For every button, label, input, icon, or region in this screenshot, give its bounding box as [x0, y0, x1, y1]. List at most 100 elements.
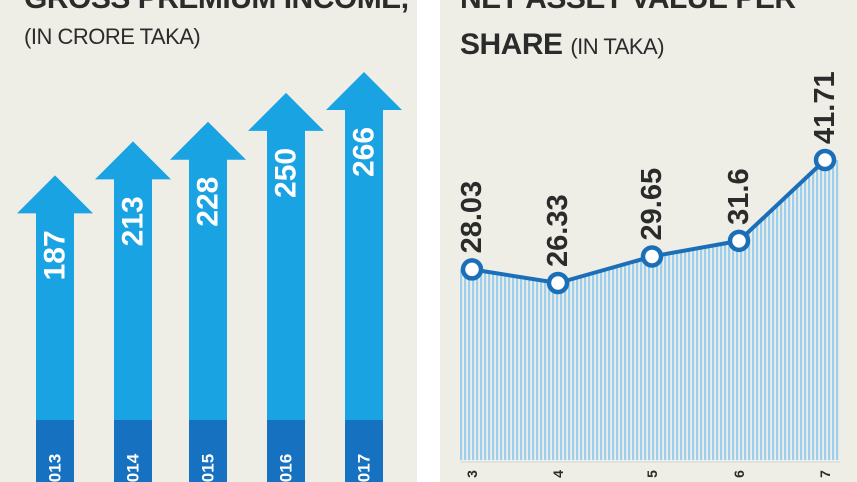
area-stripe: [664, 160, 667, 460]
area-stripe: [716, 160, 719, 460]
area-stripe: [724, 160, 727, 460]
data-label: 28.03: [456, 181, 488, 254]
area-stripe: [688, 160, 691, 460]
year-block: [345, 415, 383, 482]
area-stripe: [512, 160, 515, 460]
area-stripe: [544, 160, 547, 460]
data-label: 31.6: [723, 168, 755, 224]
area-stripe: [828, 160, 831, 460]
year-label: 017: [355, 454, 374, 482]
area-stripe: [588, 160, 591, 460]
area-stripe: [472, 160, 475, 460]
area-stripe: [720, 160, 723, 460]
area-stripe: [612, 160, 615, 460]
area-stripe: [520, 160, 523, 460]
data-label: 29.65: [636, 168, 668, 241]
area-stripe: [832, 160, 835, 460]
area-stripe: [640, 160, 643, 460]
value-arrow: [248, 92, 324, 421]
year-block: [189, 415, 227, 482]
area-stripe: [812, 160, 815, 460]
year-block: [114, 415, 152, 482]
data-point-marker: [640, 245, 664, 268]
area-stripe: [576, 160, 579, 460]
area-stripe: [636, 160, 639, 460]
x-tick-label: 3: [464, 470, 480, 478]
area-stripe: [592, 160, 595, 460]
data-point-marker: [460, 258, 484, 281]
area-stripe: [792, 160, 795, 460]
year-block: [36, 415, 74, 482]
area-stripe: [748, 160, 751, 460]
area-stripe: [524, 160, 527, 460]
area-stripe: [776, 160, 779, 460]
area-stripe: [624, 160, 627, 460]
area-stripe: [528, 160, 531, 460]
area-stripe: [820, 160, 823, 460]
area-stripe: [816, 160, 819, 460]
area-stripe: [540, 160, 543, 460]
area-stripe: [660, 160, 663, 460]
area-stripe: [728, 160, 731, 460]
data-point-marker: [727, 229, 751, 253]
year-label: 015: [199, 454, 218, 482]
area-stripe: [824, 160, 827, 460]
area-stripe: [768, 160, 771, 460]
area-stripe: [628, 160, 631, 460]
data-point-marker: [813, 148, 837, 172]
area-stripe: [488, 160, 491, 460]
area-stripe: [784, 160, 787, 460]
x-tick-label: 4: [550, 470, 566, 478]
area-stripe: [536, 160, 539, 460]
area-stripe: [632, 160, 635, 460]
x-tick-label: 6: [731, 470, 747, 478]
area-stripe: [740, 160, 743, 460]
area-stripe: [732, 160, 735, 460]
area-stripe: [780, 160, 783, 460]
area-stripe: [772, 160, 775, 460]
area-stripe: [700, 160, 703, 460]
area-stripe: [788, 160, 791, 460]
area-stripe: [796, 160, 799, 460]
value-arrow: [326, 72, 402, 420]
area-stripe: [644, 160, 647, 460]
area-stripe: [556, 160, 559, 460]
data-label: 26.33: [542, 194, 574, 267]
area-stripe: [704, 160, 707, 460]
area-stripe: [508, 160, 511, 460]
year-block: [267, 415, 305, 482]
area-stripe: [504, 160, 507, 460]
area-stripe: [800, 160, 803, 460]
premium-income-chart: 187 013 213 014 228 015 250 016 266 017: [17, 72, 402, 482]
left-panel-subtitle: (IN CRORE TAKA): [24, 24, 201, 49]
area-stripe: [668, 160, 671, 460]
value-label: 187: [39, 230, 72, 280]
area-stripe: [604, 160, 607, 460]
area-stripe: [752, 160, 755, 460]
x-tick-label: 7: [817, 470, 833, 478]
area-stripe: [492, 160, 495, 460]
nav-per-share-chart: 28.03 3 26.33 4 29.65 5 31.6 6 41.71 7: [456, 71, 841, 478]
area-stripe: [552, 160, 555, 460]
area-stripe: [560, 160, 563, 460]
area-stripe: [464, 160, 467, 460]
area-stripe: [808, 160, 811, 460]
value-label: 213: [117, 196, 150, 246]
area-stripe: [696, 160, 699, 460]
area-stripe: [584, 160, 587, 460]
value-arrow: [95, 141, 171, 420]
area-stripe: [460, 160, 463, 460]
area-stripe: [616, 160, 619, 460]
area-stripe: [516, 160, 519, 460]
value-arrow: [17, 175, 93, 420]
area-stripes: [460, 160, 839, 460]
year-label: 016: [277, 454, 296, 482]
area-stripe: [652, 160, 655, 460]
value-arrow: [170, 121, 246, 420]
area-stripe: [712, 160, 715, 460]
area-stripe: [836, 160, 839, 460]
area-stripe: [804, 160, 807, 460]
area-stripe: [496, 160, 499, 460]
